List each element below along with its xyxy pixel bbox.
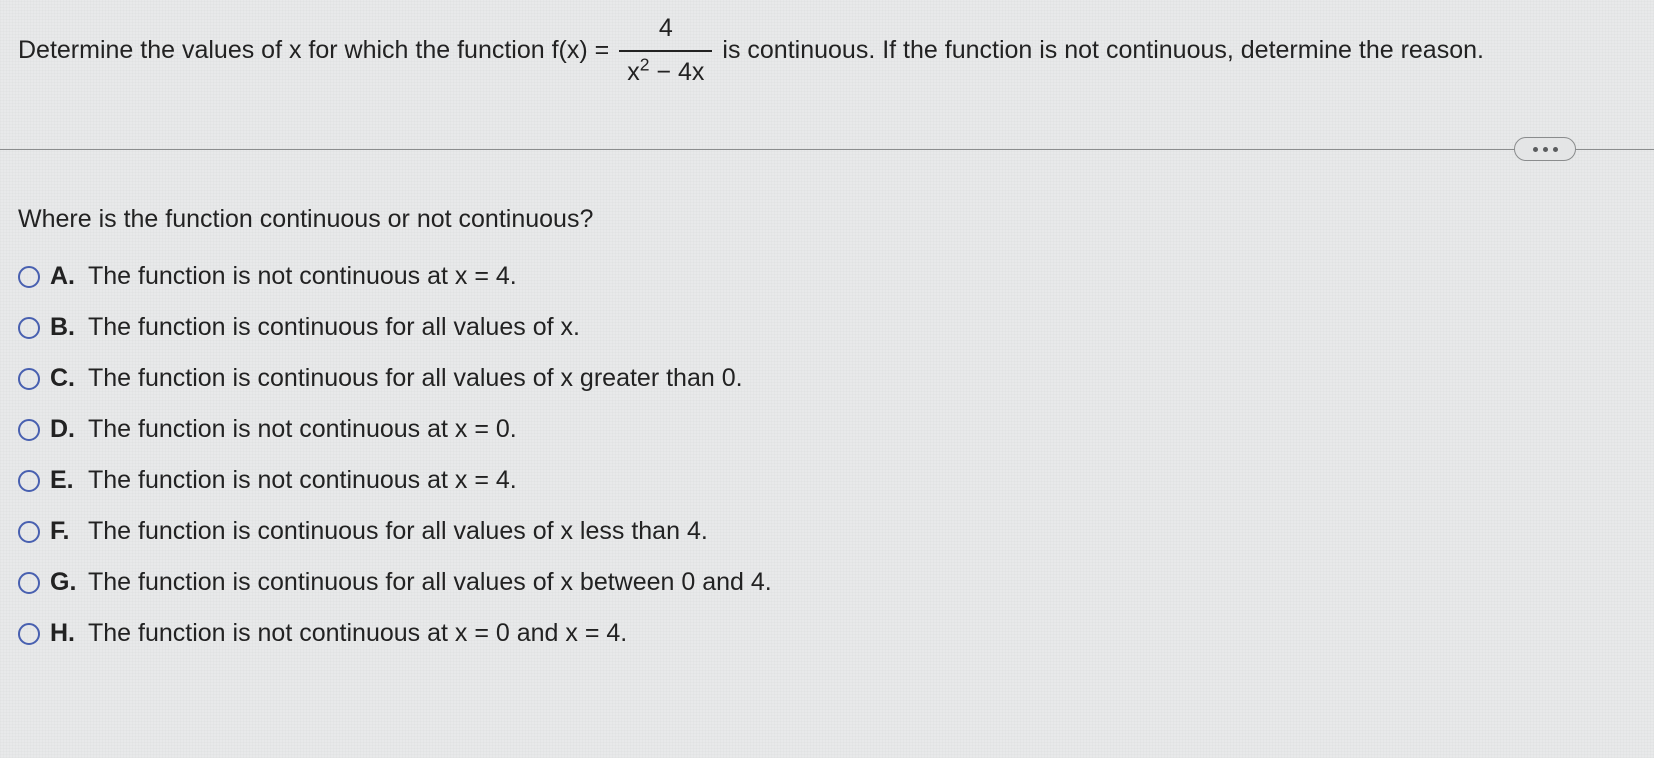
dot-icon [1543, 147, 1548, 152]
option-letter: A. [50, 262, 78, 291]
divider-row [18, 137, 1636, 161]
option-text: The function is continuous for all value… [88, 313, 580, 342]
dot-icon [1553, 147, 1558, 152]
denominator-base: x [627, 58, 640, 86]
option-letter: H. [50, 619, 78, 648]
option-letter: B. [50, 313, 78, 342]
sub-question: Where is the function continuous or not … [18, 205, 1636, 234]
question-part2: is continuous. If the function is not co… [722, 32, 1484, 70]
question-part1: Determine the values of x for which the … [18, 32, 609, 70]
radio-button[interactable] [18, 317, 40, 339]
fraction-numerator: 4 [651, 10, 681, 50]
radio-button[interactable] [18, 419, 40, 441]
option-text: The function is not continuous at x = 0 … [88, 619, 627, 648]
radio-button[interactable] [18, 623, 40, 645]
radio-button[interactable] [18, 368, 40, 390]
option-letter: E. [50, 466, 78, 495]
radio-button[interactable] [18, 521, 40, 543]
option-letter: G. [50, 568, 78, 597]
option-text: The function is continuous for all value… [88, 364, 743, 393]
dot-icon [1533, 147, 1538, 152]
option-row[interactable]: D. The function is not continuous at x = … [18, 415, 1636, 444]
option-row[interactable]: B. The function is continuous for all val… [18, 313, 1636, 342]
fraction-denominator: x2 − 4x [619, 52, 712, 92]
option-letter: D. [50, 415, 78, 444]
option-text: The function is continuous for all value… [88, 568, 772, 597]
option-row[interactable]: A. The function is not continuous at x = … [18, 262, 1636, 291]
denominator-rest: − 4x [649, 58, 704, 86]
option-row[interactable]: H. The function is not continuous at x = … [18, 619, 1636, 648]
radio-button[interactable] [18, 266, 40, 288]
option-row[interactable]: C. The function is continuous for all val… [18, 364, 1636, 393]
question-text: Determine the values of x for which the … [18, 10, 1636, 91]
radio-button[interactable] [18, 572, 40, 594]
option-text: The function is continuous for all value… [88, 517, 708, 546]
fraction: 4 x2 − 4x [619, 10, 712, 91]
option-row[interactable]: E. The function is not continuous at x = … [18, 466, 1636, 495]
more-options-button[interactable] [1514, 137, 1576, 161]
option-text: The function is not continuous at x = 4. [88, 466, 517, 495]
option-letter: F. [50, 517, 78, 546]
option-text: The function is not continuous at x = 4. [88, 262, 517, 291]
option-letter: C. [50, 364, 78, 393]
options-list: A. The function is not continuous at x = … [18, 262, 1636, 648]
radio-button[interactable] [18, 470, 40, 492]
option-text: The function is not continuous at x = 0. [88, 415, 517, 444]
horizontal-divider [0, 149, 1654, 150]
question-container: Determine the values of x for which the … [0, 0, 1654, 648]
option-row[interactable]: G. The function is continuous for all val… [18, 568, 1636, 597]
option-row[interactable]: F. The function is continuous for all val… [18, 517, 1636, 546]
